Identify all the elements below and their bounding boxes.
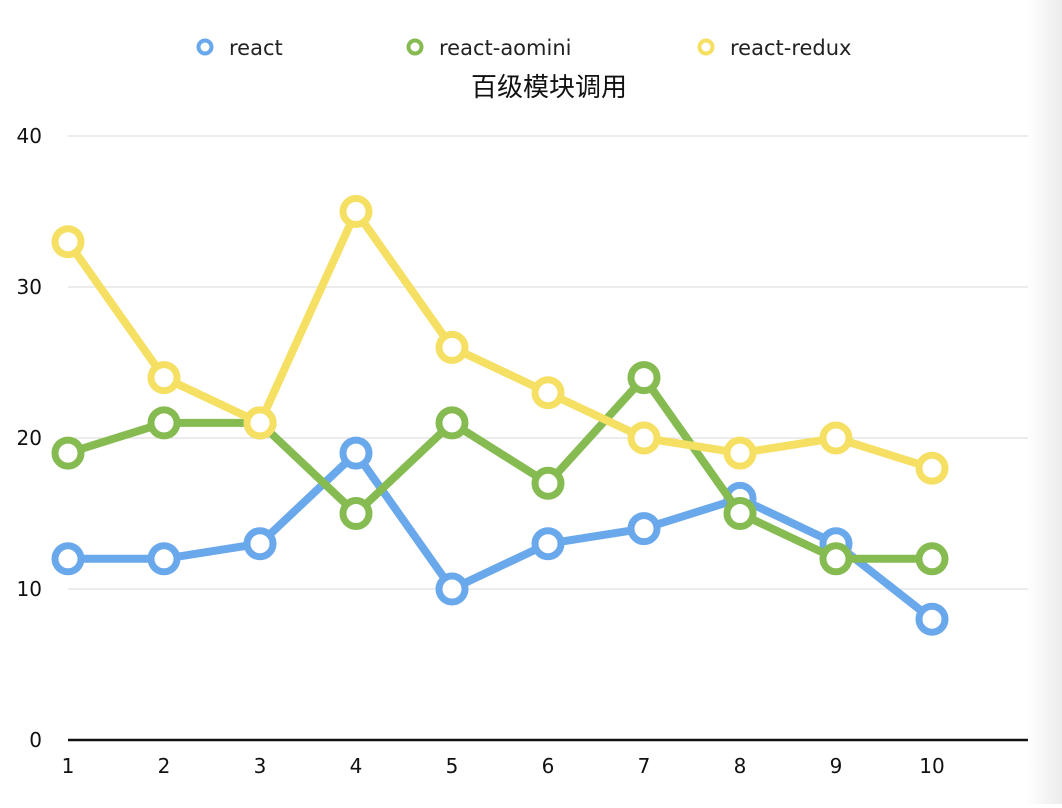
data-point-react-redux-8[interactable] [723, 436, 757, 470]
y-tick-label-0: 0 [29, 728, 42, 752]
series-react-aomini [51, 361, 949, 576]
data-point-react-redux-2[interactable] [147, 361, 181, 395]
data-point-react-redux-7[interactable] [627, 421, 661, 455]
x-tick-label-8: 8 [734, 754, 747, 778]
x-tick-label-10: 10 [919, 754, 944, 778]
edge-shadow [1026, 0, 1062, 804]
legend-item-react-redux[interactable]: react-redux [697, 36, 852, 60]
data-point-react-redux-4[interactable] [339, 195, 373, 228]
x-tick-label-7: 7 [638, 754, 651, 778]
legend-marker-react [196, 38, 214, 56]
y-tick-label-10: 10 [17, 577, 42, 601]
data-point-react-redux-9[interactable] [819, 421, 853, 455]
gridlines [68, 135, 1028, 590]
legend-marker-react-aomini [406, 38, 424, 56]
series-line-react-redux [64, 207, 936, 473]
data-point-react-aomini-7[interactable] [627, 361, 661, 395]
legend-label-react: react [229, 36, 283, 60]
legend-item-react-aomini[interactable]: react-aomini [406, 36, 572, 60]
data-point-react-aomini-10[interactable] [915, 542, 949, 576]
x-tick-label-5: 5 [446, 754, 459, 778]
y-tick-label-30: 30 [17, 275, 42, 299]
data-point-react-1[interactable] [51, 542, 85, 576]
x-tick-labels: 1 2 3 4 5 6 7 8 9 10 [62, 754, 945, 778]
data-point-react-aomini-5[interactable] [435, 406, 469, 440]
x-tick-label-4: 4 [350, 754, 363, 778]
legend-item-react[interactable]: react [196, 36, 283, 60]
legend-label-react-aomini: react-aomini [439, 36, 571, 60]
data-point-react-aomini-4[interactable] [339, 497, 373, 530]
x-tick-label-6: 6 [542, 754, 555, 778]
series-line-react-aomini [64, 373, 936, 563]
data-point-react-4[interactable] [339, 436, 373, 470]
data-point-react-redux-6[interactable] [531, 376, 565, 410]
series-line-react [64, 449, 936, 624]
series-react [51, 436, 949, 636]
data-point-react-redux-1[interactable] [51, 225, 85, 259]
data-point-react-7[interactable] [627, 512, 661, 546]
data-point-react-aomini-8[interactable] [723, 497, 757, 530]
legend-marker-react-redux [697, 38, 715, 56]
data-point-react-redux-10[interactable] [915, 451, 949, 485]
data-point-react-aomini-2[interactable] [147, 406, 181, 440]
data-point-react-redux-5[interactable] [435, 330, 469, 364]
chart-title: 百级模块调用 [471, 73, 627, 103]
legend-label-react-redux: react-redux [730, 36, 851, 60]
series [51, 195, 949, 636]
series-react-redux [51, 195, 949, 485]
legend[interactable]: react react-aomini react-redux [196, 36, 852, 60]
data-point-react-aomini-9[interactable] [819, 542, 853, 576]
y-tick-label-20: 20 [17, 426, 42, 450]
data-point-react-aomini-1[interactable] [51, 436, 85, 470]
data-point-react-aomini-6[interactable] [531, 466, 565, 500]
data-point-react-10[interactable] [915, 602, 949, 636]
data-point-react-2[interactable] [147, 542, 181, 576]
x-tick-label-9: 9 [830, 754, 843, 778]
data-point-react-redux-3[interactable] [243, 406, 277, 440]
data-point-react-5[interactable] [435, 572, 469, 606]
y-tick-label-40: 40 [17, 124, 42, 148]
x-tick-label-1: 1 [62, 754, 75, 778]
data-point-react-3[interactable] [243, 527, 277, 561]
x-tick-label-2: 2 [158, 754, 171, 778]
x-tick-label-3: 3 [254, 754, 267, 778]
y-tick-labels: 0 10 20 30 40 [17, 124, 42, 752]
data-point-react-6[interactable] [531, 527, 565, 561]
